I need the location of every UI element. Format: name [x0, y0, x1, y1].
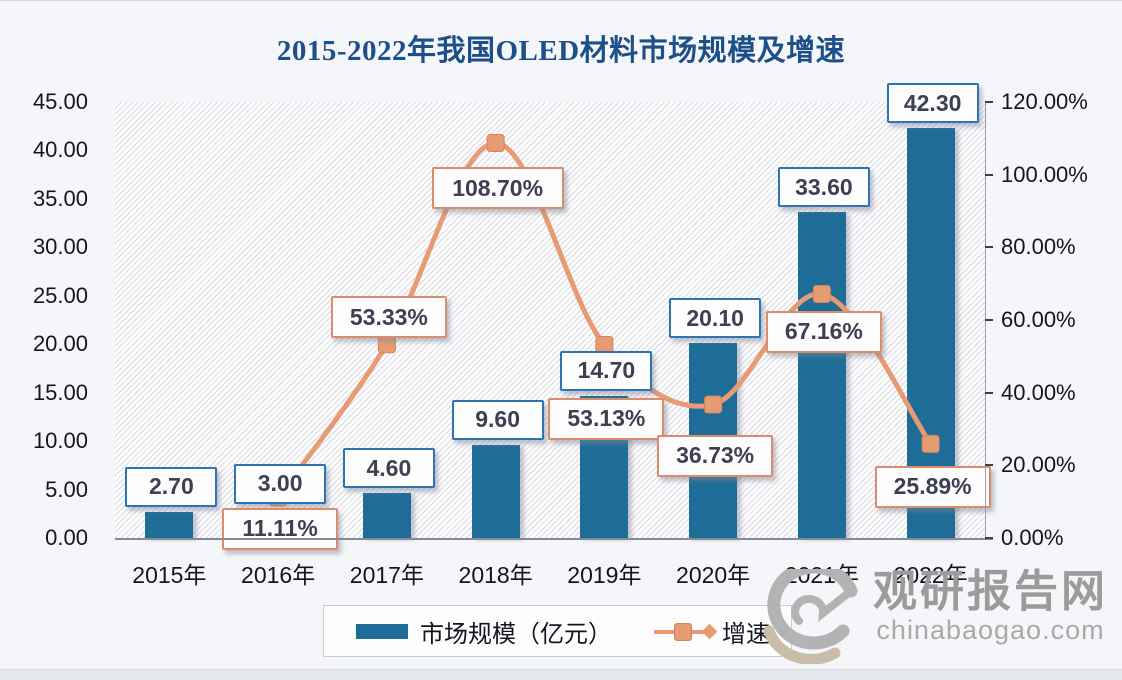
bar-value-label: 3.00: [234, 463, 327, 504]
y-axis-right-tick-label: 20.00%: [1001, 452, 1076, 478]
x-axis-label: 2015年: [132, 562, 207, 588]
x-axis-label: 2022年: [893, 562, 968, 588]
x-axis-label: 2017年: [349, 562, 424, 588]
y-axis-left-tick-label: 10.00: [32, 428, 88, 454]
growth-value-label: 53.33%: [330, 296, 447, 339]
y-axis-left-tick-label: 5.00: [45, 476, 88, 502]
y-axis-right-tick-label: 100.00%: [1001, 161, 1088, 187]
chart-title: 2015-2022年我国OLED材料市场规模及增速: [276, 35, 846, 67]
growth-value-label: 36.73%: [657, 434, 774, 477]
right-axis-tick: [985, 319, 993, 321]
legend-line-label: 增速: [722, 620, 770, 648]
y-axis-left-tick-label: 25.00: [32, 282, 88, 308]
growth-value-label: 53.13%: [548, 397, 665, 440]
x-axis-line: [115, 538, 993, 540]
y-axis-left-tick-label: 0.00: [45, 525, 88, 550]
y-axis-right-tick-label: 40.00%: [1001, 379, 1076, 405]
growth-value-label: 108.70%: [431, 167, 564, 210]
y-axis-right-tick-label: 120.00%: [1001, 89, 1088, 114]
bar: [145, 511, 194, 538]
y-axis-right-tick-label: 60.00%: [1001, 307, 1076, 332]
right-axis-tick: [985, 173, 993, 176]
watermark-domain: chinabaogao.com: [876, 615, 1105, 645]
watermark-site-name: 观研报告网: [873, 567, 1108, 616]
x-axis-label: 2020年: [676, 562, 751, 588]
growth-value-label: 25.89%: [874, 465, 991, 508]
right-axis-tick: [985, 391, 993, 394]
bar: [362, 493, 411, 538]
y-axis-left-tick-label: 20.00: [32, 331, 88, 357]
x-axis-label: 2019年: [567, 562, 642, 588]
y-axis-right-tick-label: 0.00%: [1001, 525, 1064, 550]
bar-value-label: 20.10: [669, 298, 762, 339]
growth-value-label: 67.16%: [765, 310, 882, 353]
y-axis-left-tick-label: 40.00: [32, 137, 88, 163]
legend-bar-swatch: [356, 623, 408, 639]
y-axis-right-tick-label: 80.00%: [1001, 234, 1076, 260]
bar-value-label: 9.60: [451, 399, 544, 440]
legend: 市场规模（亿元） 增速: [323, 605, 792, 657]
y-axis-left-tick-label: 15.00: [32, 379, 88, 405]
watermark-logo-icon: [763, 569, 858, 664]
legend-bar-label: 市场规模（亿元）: [420, 620, 612, 648]
bar-value-label: 42.30: [886, 83, 979, 124]
right-axis-tick: [985, 246, 993, 249]
bar: [471, 444, 520, 538]
bottom-band: [0, 669, 1122, 680]
legend-line-square-marker: [674, 623, 692, 641]
right-axis-tick: [985, 101, 993, 103]
y-axis-left-tick-label: 45.00: [32, 89, 88, 114]
legend-line-marker: [654, 622, 718, 641]
bar-value-label: 14.70: [560, 350, 653, 391]
bar-value-label: 33.60: [777, 167, 870, 208]
y-axis-left-tick-label: 35.00: [32, 185, 88, 211]
growth-value-label: 11.11%: [222, 507, 339, 550]
x-axis-label: 2018年: [458, 562, 533, 588]
bar-value-label: 4.60: [342, 448, 435, 489]
watermark: 观研报告网 chinabaogao.com: [755, 569, 1108, 664]
y-axis-left-tick-label: 30.00: [32, 234, 88, 260]
x-axis-label: 2016年: [241, 562, 316, 588]
right-axis-tick: [985, 537, 993, 539]
bar: [797, 212, 846, 538]
legend-line-diamond-marker: [701, 623, 718, 640]
right-axis-tick: [985, 464, 993, 467]
bar-value-label: 2.70: [125, 466, 218, 507]
